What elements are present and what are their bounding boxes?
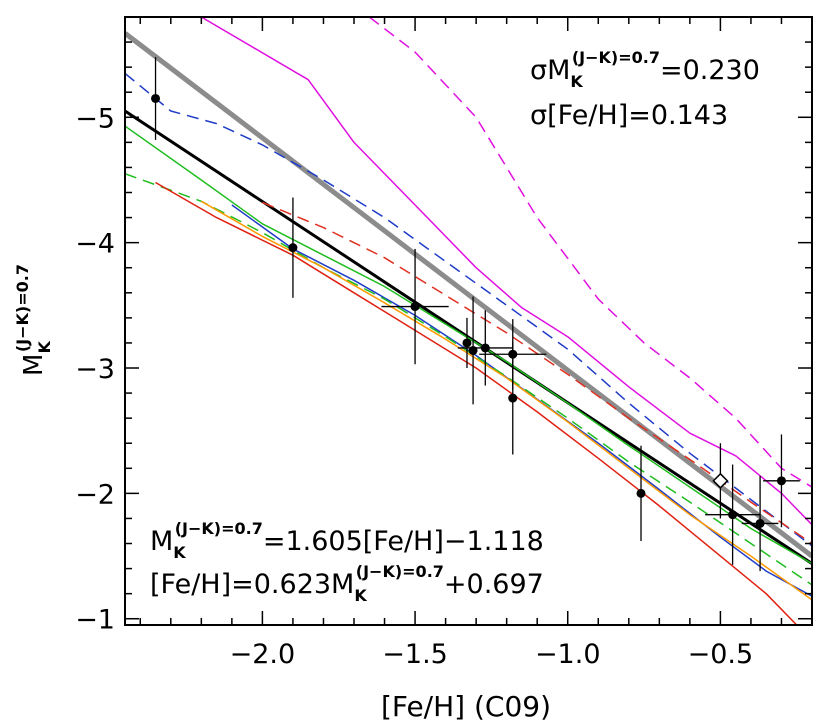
series-gray-relation xyxy=(125,31,812,559)
data-point-7 xyxy=(508,393,518,403)
sigma-mk-annotation: σMK (J−K)=0.7=0.230 xyxy=(530,48,760,91)
data-point-3 xyxy=(462,338,472,348)
eq2-sup: (J−K)=0.7 xyxy=(356,562,444,581)
series-green-solid xyxy=(125,125,812,565)
error-bars xyxy=(154,57,800,572)
x-tick-label-3: −0.5 xyxy=(688,639,754,670)
fit-equation-feh: [Fe/H]=0.623MK (J−K)=0.7+0.697 xyxy=(150,562,544,605)
data-point-9 xyxy=(728,510,738,520)
y-tick-label-4: −1 xyxy=(75,605,115,636)
x-tick-label-1: −1.5 xyxy=(382,639,448,670)
y-tick-label-0: −5 xyxy=(75,103,115,134)
y-tick-label-3: −2 xyxy=(75,479,115,510)
x-tick-label-0: −2.0 xyxy=(230,639,296,670)
series-blue-dashed xyxy=(125,72,812,547)
eq1-sup: (J−K)=0.7 xyxy=(175,519,263,538)
y-axis-ticks: −5 −4 −3 −2 −1 xyxy=(75,16,812,636)
fit-equation-mk: MK (J−K)=0.7=1.605[Fe/H]−1.118 xyxy=(150,519,544,562)
data-point-11 xyxy=(776,476,786,486)
x-tick-label-2: −1.0 xyxy=(535,639,601,670)
data-point-0 xyxy=(151,93,161,103)
data-points xyxy=(151,93,786,528)
x-axis-label: [Fe/H] (C09) xyxy=(381,690,551,723)
data-point-4 xyxy=(468,345,478,355)
eq2-prefix: [Fe/H]=0.623M xyxy=(150,569,354,600)
data-point-2 xyxy=(410,302,420,312)
y-axis-label-base: M xyxy=(19,354,49,376)
data-point-1 xyxy=(288,243,298,253)
eq1-suffix: =1.605[Fe/H]−1.118 xyxy=(263,526,544,557)
eq2-sub: K xyxy=(354,586,367,605)
eq2-suffix: +0.697 xyxy=(444,569,544,600)
plot-frame xyxy=(124,16,813,626)
y-tick-label-1: −4 xyxy=(75,229,115,260)
y-axis-label: MK(J−K)=0.7 xyxy=(13,264,54,376)
series-fit xyxy=(125,109,812,565)
data-point-8 xyxy=(636,488,646,498)
svg-text:MK(J−K)=0.7: MK(J−K)=0.7 xyxy=(13,264,54,376)
sigma-mk-prefix: σM xyxy=(530,55,570,86)
model-curves xyxy=(125,17,812,625)
sigma-feh-annotation: σ[Fe/H]=0.143 xyxy=(530,100,728,131)
eq1-prefix: M xyxy=(150,526,173,557)
sigma-mk-value: =0.230 xyxy=(660,55,760,86)
series-red-solid xyxy=(155,181,798,625)
series-magenta-dashed xyxy=(368,17,812,488)
series-green-dashed xyxy=(125,172,812,586)
open-point-0 xyxy=(712,472,729,489)
y-tick-label-2: −3 xyxy=(75,354,115,385)
x-axis-ticks: −2.0 −1.5 −1.0 −0.5 xyxy=(139,17,813,670)
data-point-5 xyxy=(480,343,490,353)
sigma-mk-sub: K xyxy=(570,72,583,91)
series-orange-solid xyxy=(200,200,812,601)
data-point-6 xyxy=(508,349,518,359)
sigma-mk-sup: (J−K)=0.7 xyxy=(572,48,660,67)
y-axis-label-sup: (J−K)=0.7 xyxy=(13,264,32,352)
series-magenta-solid xyxy=(200,17,812,526)
data-point-10 xyxy=(755,518,765,528)
eq1-sub: K xyxy=(173,543,186,562)
y-axis-label-sub: K xyxy=(35,341,54,354)
